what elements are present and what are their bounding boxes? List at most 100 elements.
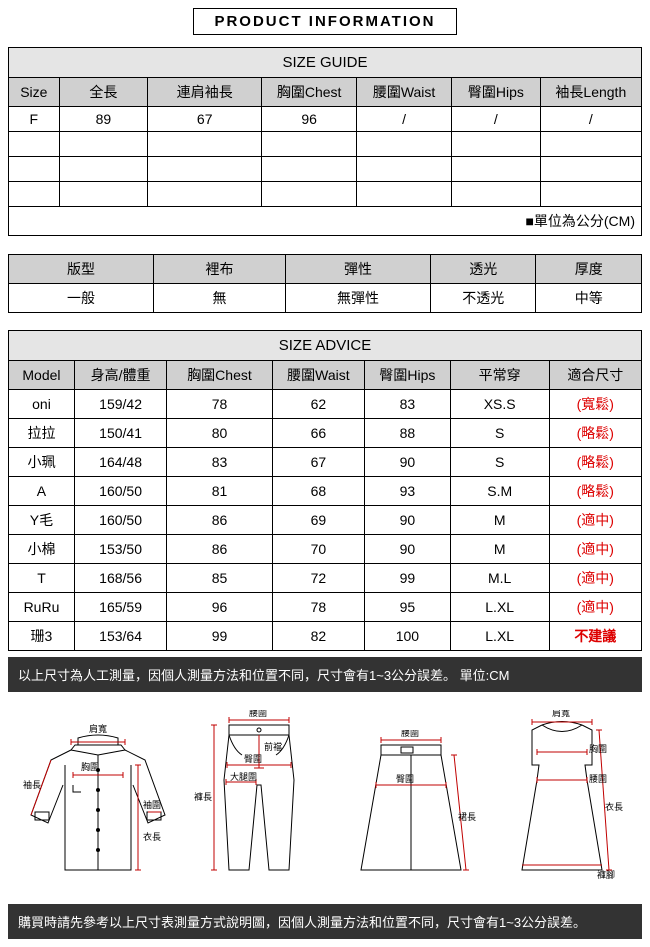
table-cell: 90 <box>365 535 451 564</box>
fit-cell: (適中) <box>549 535 641 564</box>
svg-text:衣長: 衣長 <box>605 801 623 812</box>
table-cell: 95 <box>365 593 451 622</box>
table-row: RuRu165/59967895L.XL(適中) <box>9 593 642 622</box>
table-cell: 80 <box>167 419 272 448</box>
table-cell <box>357 157 452 182</box>
svg-text:腰圍: 腰圍 <box>401 730 419 738</box>
table-cell: L.XL <box>450 622 549 651</box>
table-cell: 160/50 <box>74 477 166 506</box>
table-cell <box>9 182 60 207</box>
table-cell: 90 <box>365 448 451 477</box>
table-cell: 160/50 <box>74 506 166 535</box>
table-cell <box>262 132 357 157</box>
table-cell <box>262 157 357 182</box>
table-cell: M.L <box>450 564 549 593</box>
table-cell: 72 <box>272 564 364 593</box>
table-cell <box>59 182 148 207</box>
table-cell: S <box>450 419 549 448</box>
table-cell: 小珮 <box>9 448 75 477</box>
svg-text:褲腳: 褲腳 <box>597 869 615 880</box>
prop-label-thickness: 厚度 <box>536 254 642 283</box>
svg-text:大腿圍: 大腿圍 <box>230 771 257 782</box>
svg-text:袖圍: 袖圍 <box>143 799 161 810</box>
diagram-skirt: 腰圍 臀圍 裙長 <box>346 730 476 880</box>
size-guide-table: SIZE GUIDE Size 全長 連肩袖長 胸圍Chest 腰圍Waist … <box>8 47 642 254</box>
measurement-note-1: 以上尺寸為人工測量，因個人測量方法和位置不同，尺寸會有1~3公分誤差。 單位:C… <box>8 657 642 692</box>
table-cell <box>452 132 541 157</box>
table-cell <box>262 182 357 207</box>
prop-val-fit: 一般 <box>9 283 154 312</box>
table-cell: 86 <box>167 506 272 535</box>
diagram-shirt: 肩寬 胸圍 袖長 袖圍 衣長 <box>23 720 173 880</box>
prop-val-lining: 無 <box>154 283 286 312</box>
table-row: 珊3153/649982100L.XL不建議 <box>9 622 642 651</box>
table-cell: / <box>357 107 452 132</box>
fit-cell: (適中) <box>549 593 641 622</box>
svg-text:臀圍: 臀圍 <box>244 754 262 764</box>
table-row: 拉拉150/41806688S(略鬆) <box>9 419 642 448</box>
table-cell <box>148 132 262 157</box>
adv-col-usual: 平常穿 <box>450 361 549 390</box>
table-cell: M <box>450 506 549 535</box>
col-chest: 胸圍Chest <box>262 78 357 107</box>
table-cell: 珊3 <box>9 622 75 651</box>
prop-label-fit: 版型 <box>9 254 154 283</box>
diagram-pants: 腰圍 前襠 臀圍 大腿圍 褲長 <box>194 710 324 880</box>
table-cell <box>452 157 541 182</box>
table-cell <box>452 182 541 207</box>
table-cell: 88 <box>365 419 451 448</box>
adv-col-chest: 胸圍Chest <box>167 361 272 390</box>
fit-cell: (略鬆) <box>549 419 641 448</box>
table-row: 小棉153/50867090M(適中) <box>9 535 642 564</box>
svg-text:腰圍: 腰圍 <box>249 710 267 718</box>
table-cell: 66 <box>272 419 364 448</box>
measurement-note-2: 購買時請先參考以上尺寸表測量方式說明圖，因個人測量方法和位置不同，尺寸會有1~3… <box>8 904 642 939</box>
table-cell: 小棉 <box>9 535 75 564</box>
fit-cell: (寬鬆) <box>549 390 641 419</box>
table-cell: 153/50 <box>74 535 166 564</box>
prop-label-lining: 裡布 <box>154 254 286 283</box>
table-cell: / <box>452 107 541 132</box>
table-cell: 83 <box>167 448 272 477</box>
diagram-dress: 肩寬 胸圍 腰圍 衣長 褲腳 <box>497 710 627 880</box>
table-cell: 96 <box>262 107 357 132</box>
table-cell: 62 <box>272 390 364 419</box>
col-hips: 臀圍Hips <box>452 78 541 107</box>
page-title: PRODUCT INFORMATION <box>193 8 456 35</box>
table-cell: 85 <box>167 564 272 593</box>
table-cell: 150/41 <box>74 419 166 448</box>
adv-col-waist: 腰圍Waist <box>272 361 364 390</box>
col-size: Size <box>9 78 60 107</box>
table-cell: 78 <box>167 390 272 419</box>
adv-col-model: Model <box>9 361 75 390</box>
size-guide-heading: SIZE GUIDE <box>9 48 642 78</box>
table-cell <box>9 132 60 157</box>
svg-text:前襠: 前襠 <box>264 741 282 752</box>
svg-text:裙長: 裙長 <box>458 811 476 822</box>
table-row: Y毛160/50866990M(適中) <box>9 506 642 535</box>
table-cell: 165/59 <box>74 593 166 622</box>
svg-text:臀圍: 臀圍 <box>396 774 414 784</box>
table-cell: oni <box>9 390 75 419</box>
properties-value-row: 一般 無 無彈性 不透光 中等 <box>9 283 642 312</box>
table-cell: Y毛 <box>9 506 75 535</box>
table-row: 小珮164/48836790S(略鬆) <box>9 448 642 477</box>
svg-text:胸圍: 胸圍 <box>589 743 607 754</box>
table-row: oni159/42786283XS.S(寬鬆) <box>9 390 642 419</box>
table-cell <box>357 182 452 207</box>
svg-text:袖長: 袖長 <box>23 779 41 790</box>
svg-text:肩寬: 肩寬 <box>552 710 570 718</box>
table-cell <box>59 132 148 157</box>
table-cell: 拉拉 <box>9 419 75 448</box>
table-cell: 86 <box>167 535 272 564</box>
table-cell: 78 <box>272 593 364 622</box>
table-row <box>9 182 642 207</box>
prop-val-sheer: 不透光 <box>431 283 536 312</box>
table-cell: 68 <box>272 477 364 506</box>
fit-cell: (適中) <box>549 564 641 593</box>
svg-text:胸圍: 胸圍 <box>81 761 99 772</box>
adv-col-hips: 臀圍Hips <box>365 361 451 390</box>
table-cell: XS.S <box>450 390 549 419</box>
table-cell: 67 <box>272 448 364 477</box>
table-cell: T <box>9 564 75 593</box>
